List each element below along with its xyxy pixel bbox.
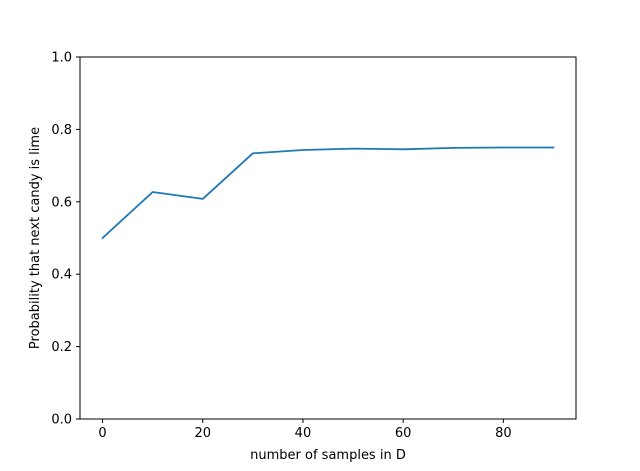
- x-tick-label: 40: [295, 426, 312, 441]
- y-tick-label: 1.0: [51, 51, 72, 66]
- x-axis-title: number of samples in D: [250, 448, 406, 463]
- y-tick-label: 0.4: [51, 268, 72, 283]
- y-tick-label: 0.0: [51, 413, 72, 428]
- plot-frame: [79, 56, 577, 420]
- x-tick-label: 60: [395, 426, 412, 441]
- y-tick-label: 0.2: [51, 340, 72, 355]
- series-layer: [101, 146, 555, 240]
- x-tick-label: 80: [495, 426, 512, 441]
- y-tick-label: 0.8: [51, 123, 72, 138]
- y-axis-title: Probability that next candy is lime: [28, 127, 43, 349]
- y-tick-label: 0.6: [51, 195, 72, 210]
- plot-area-background: [80, 57, 576, 419]
- ticks: 0 20 40 60 80 0.0 0.2 0.4 0.6 0.8 1.0: [51, 51, 511, 442]
- series-line: [101, 146, 555, 240]
- x-tick-label: 0: [98, 426, 106, 441]
- x-tick-label: 20: [194, 426, 211, 441]
